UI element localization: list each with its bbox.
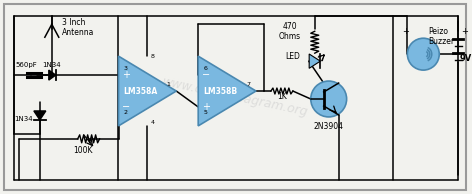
- Text: 1N34: 1N34: [14, 116, 33, 122]
- Text: 1: 1: [166, 82, 170, 87]
- Text: 4: 4: [151, 120, 154, 125]
- Text: LM358B: LM358B: [203, 87, 237, 95]
- Polygon shape: [34, 111, 46, 120]
- Text: LED: LED: [286, 52, 300, 61]
- Polygon shape: [118, 56, 177, 126]
- Text: 6: 6: [203, 66, 207, 71]
- Circle shape: [311, 81, 346, 117]
- Polygon shape: [198, 56, 256, 126]
- Text: +: +: [202, 102, 210, 112]
- Text: −: −: [122, 102, 131, 112]
- Text: Peizo
Buzzer: Peizo Buzzer: [428, 27, 455, 46]
- Text: 100K: 100K: [73, 146, 93, 155]
- Text: +: +: [123, 70, 130, 80]
- Text: 2: 2: [124, 110, 127, 115]
- Text: 1N34: 1N34: [42, 62, 61, 68]
- Circle shape: [407, 38, 439, 70]
- Text: LM358A: LM358A: [123, 87, 157, 95]
- Text: 7: 7: [246, 82, 250, 87]
- Polygon shape: [309, 54, 320, 68]
- Text: 3 Inch
Antenna: 3 Inch Antenna: [62, 18, 94, 37]
- Text: www.circuitdiagram.org: www.circuitdiagram.org: [161, 75, 309, 119]
- Text: 5: 5: [203, 110, 207, 115]
- Text: 470
Ohms: 470 Ohms: [279, 22, 301, 41]
- Text: 9V: 9V: [460, 54, 472, 63]
- Text: 3: 3: [124, 66, 127, 71]
- Text: −: −: [202, 70, 210, 80]
- Polygon shape: [49, 70, 56, 80]
- Text: 1K: 1K: [277, 92, 287, 101]
- Text: 8: 8: [151, 54, 154, 59]
- Text: 560pF: 560pF: [16, 62, 38, 68]
- Text: +: +: [402, 27, 409, 36]
- Text: 2N3904: 2N3904: [314, 122, 344, 131]
- Text: +: +: [461, 27, 468, 36]
- FancyBboxPatch shape: [4, 4, 466, 190]
